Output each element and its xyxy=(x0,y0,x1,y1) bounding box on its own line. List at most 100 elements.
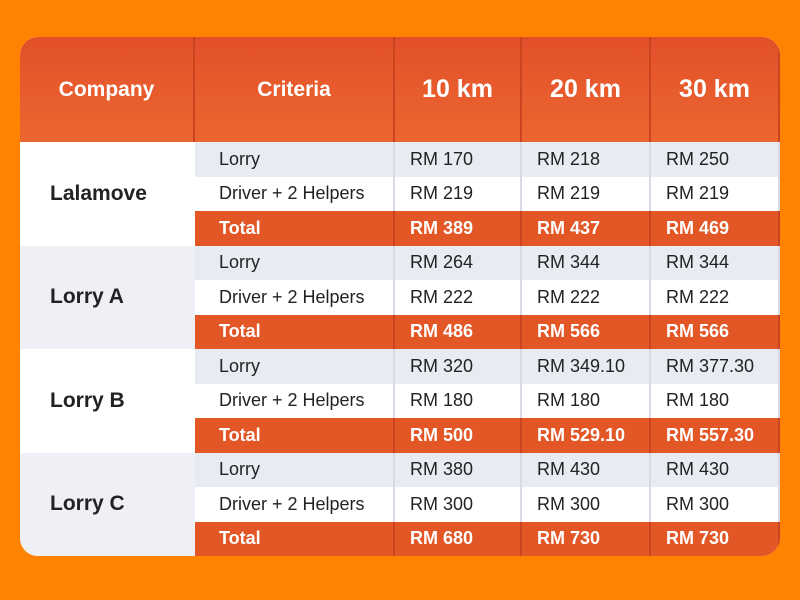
price-cell-text: RM 300 xyxy=(666,493,730,514)
price-cell-text: RM 344 xyxy=(537,252,601,273)
company-cell: Lorry A xyxy=(20,245,195,349)
price-cell: RM 529.10 xyxy=(522,418,651,453)
price-cell-text: RM 180 xyxy=(666,390,730,411)
company-cell: Lalamove xyxy=(20,142,195,246)
criteria-cell: Driver + 2 Helpers xyxy=(195,176,395,211)
price-cell: RM 222 xyxy=(651,280,780,315)
criteria-cell-text: Driver + 2 Helpers xyxy=(219,183,365,204)
criteria-cell-text: Total xyxy=(219,321,261,342)
price-cell: RM 437 xyxy=(522,211,651,246)
price-cell: RM 219 xyxy=(522,176,651,211)
header-cell: 10 km xyxy=(395,37,522,142)
price-cell-text: RM 250 xyxy=(666,148,730,169)
price-cell-text: RM 377.30 xyxy=(666,355,755,376)
price-cell: RM 222 xyxy=(395,280,522,315)
price-cell: RM 218 xyxy=(522,142,651,177)
criteria-cell: Lorry xyxy=(195,142,395,177)
criteria-cell: Total xyxy=(195,211,395,246)
price-cell: RM 170 xyxy=(395,142,522,177)
criteria-cell: Lorry xyxy=(195,349,395,384)
price-cell-text: RM 430 xyxy=(666,459,730,480)
header-cell: Criteria xyxy=(195,37,395,142)
price-cell: RM 320 xyxy=(395,349,522,384)
price-cell-text: RM 300 xyxy=(410,493,474,514)
criteria-cell-text: Driver + 2 Helpers xyxy=(219,390,365,411)
price-cell-text: RM 219 xyxy=(410,183,474,204)
price-cell: RM 222 xyxy=(522,280,651,315)
price-cell-text: RM 730 xyxy=(666,528,730,549)
criteria-cell-text: Lorry xyxy=(219,355,261,376)
price-cell: RM 486 xyxy=(395,314,522,349)
price-cell: RM 250 xyxy=(651,142,780,177)
price-cell-text: RM 349.10 xyxy=(537,355,626,376)
header-cell: Company xyxy=(20,37,195,142)
company-cell-text: Lorry A xyxy=(50,285,124,309)
price-cell: RM 566 xyxy=(522,314,651,349)
price-cell-text: RM 430 xyxy=(537,459,601,480)
price-cell-text: RM 529.10 xyxy=(537,424,626,445)
price-cell: RM 344 xyxy=(651,245,780,280)
header-cell-text: 10 km xyxy=(422,75,493,103)
price-cell-text: RM 264 xyxy=(410,252,474,273)
price-cell-text: RM 389 xyxy=(410,217,474,238)
price-cell: RM 557.30 xyxy=(651,418,780,453)
criteria-cell: Total xyxy=(195,418,395,453)
price-cell: RM 300 xyxy=(651,487,780,522)
criteria-cell: Total xyxy=(195,314,395,349)
header-cell-text: Criteria xyxy=(257,77,331,101)
price-cell-text: RM 222 xyxy=(666,286,730,307)
price-cell: RM 430 xyxy=(651,452,780,487)
company-cell: Lorry C xyxy=(20,452,195,556)
header-cell: 20 km xyxy=(522,37,651,142)
price-cell: RM 730 xyxy=(522,521,651,556)
price-cell-text: RM 219 xyxy=(537,183,601,204)
criteria-cell-text: Total xyxy=(219,528,261,549)
header-cell-text: 20 km xyxy=(550,75,621,103)
price-cell-text: RM 486 xyxy=(410,321,474,342)
criteria-cell: Driver + 2 Helpers xyxy=(195,383,395,418)
price-cell-text: RM 469 xyxy=(666,217,730,238)
criteria-cell-text: Total xyxy=(219,424,261,445)
price-cell: RM 380 xyxy=(395,452,522,487)
price-cell: RM 566 xyxy=(651,314,780,349)
company-cell-text: Lorry C xyxy=(50,492,125,516)
price-cell: RM 219 xyxy=(651,176,780,211)
criteria-cell-text: Total xyxy=(219,217,261,238)
price-cell: RM 180 xyxy=(522,383,651,418)
price-cell-text: RM 557.30 xyxy=(666,424,755,445)
price-cell-text: RM 170 xyxy=(410,148,474,169)
criteria-cell-text: Lorry xyxy=(219,459,261,480)
price-cell: RM 469 xyxy=(651,211,780,246)
price-cell-text: RM 380 xyxy=(410,459,474,480)
criteria-cell: Lorry xyxy=(195,245,395,280)
price-cell-text: RM 500 xyxy=(410,424,474,445)
price-cell: RM 377.30 xyxy=(651,349,780,384)
price-cell-text: RM 566 xyxy=(666,321,730,342)
criteria-cell-text: Driver + 2 Helpers xyxy=(219,286,365,307)
price-cell-text: RM 300 xyxy=(537,493,601,514)
price-cell: RM 730 xyxy=(651,521,780,556)
price-cell: RM 389 xyxy=(395,211,522,246)
price-cell-text: RM 344 xyxy=(666,252,730,273)
price-cell-text: RM 222 xyxy=(410,286,474,307)
criteria-cell-text: Lorry xyxy=(219,148,261,169)
price-cell-text: RM 218 xyxy=(537,148,601,169)
criteria-cell-text: Lorry xyxy=(219,252,261,273)
header-cell-text: 30 km xyxy=(679,75,750,103)
price-cell-text: RM 180 xyxy=(537,390,601,411)
price-cell: RM 680 xyxy=(395,521,522,556)
price-cell: RM 300 xyxy=(522,487,651,522)
criteria-cell: Driver + 2 Helpers xyxy=(195,280,395,315)
price-cell-text: RM 180 xyxy=(410,390,474,411)
price-cell: RM 500 xyxy=(395,418,522,453)
criteria-cell: Lorry xyxy=(195,452,395,487)
price-cell: RM 300 xyxy=(395,487,522,522)
price-cell: RM 219 xyxy=(395,176,522,211)
price-cell: RM 180 xyxy=(395,383,522,418)
price-cell-text: RM 680 xyxy=(410,528,474,549)
price-cell-text: RM 219 xyxy=(666,183,730,204)
price-cell: RM 349.10 xyxy=(522,349,651,384)
price-cell-text: RM 566 xyxy=(537,321,601,342)
header-cell-text: Company xyxy=(58,77,155,101)
